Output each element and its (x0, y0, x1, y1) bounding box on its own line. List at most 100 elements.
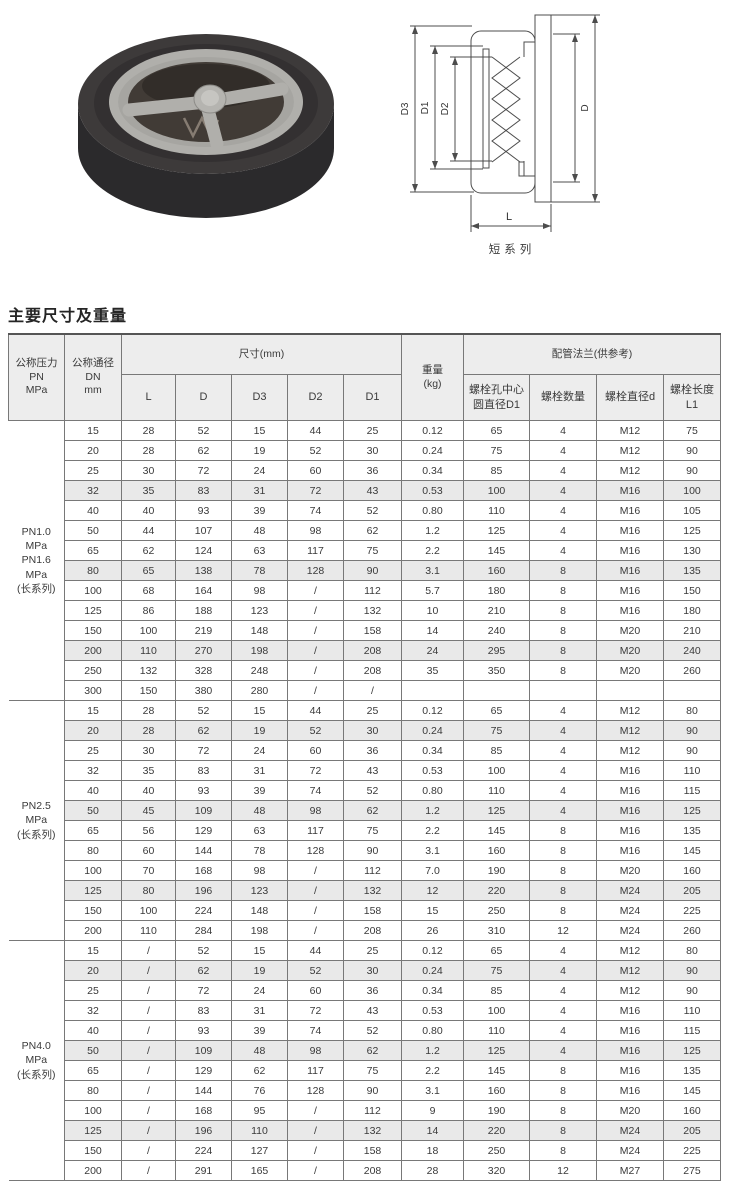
table-cell: 30 (342, 720, 403, 741)
table-cell: 28 (121, 420, 176, 441)
table-cell: 208 (342, 660, 403, 681)
table-cell: 40 (64, 1020, 122, 1041)
table-cell: 125 (64, 600, 122, 621)
table-cell: 109 (175, 800, 232, 821)
table-cell: 158 (342, 620, 403, 641)
table-cell: 160 (463, 840, 531, 861)
table-cell: M16 (596, 520, 665, 541)
table-cell: 65 (463, 700, 531, 721)
table-cell: 52 (342, 500, 403, 521)
table-row: 65 62 124 63 117 75 2.2 145 4 M16 130 (9, 540, 722, 561)
table-cell: M24 (596, 1140, 665, 1161)
table-cell: 7.0 (401, 860, 465, 881)
table-cell: 98 (287, 800, 344, 821)
table-cell: 62 (175, 440, 232, 461)
table-cell: 78 (231, 560, 288, 581)
table-cell: 3.1 (401, 560, 465, 581)
table-cell: 19 (231, 720, 288, 741)
table-row: 125/196 110/132 14 220 8 M24 205 (9, 1120, 722, 1141)
table-cell: / (287, 1160, 344, 1181)
extension-lines (410, 14, 600, 232)
table-cell: 20 (64, 720, 122, 741)
table-cell: 4 (529, 780, 598, 801)
table-cell: 35 (401, 660, 465, 681)
table-cell: 100 (463, 760, 531, 781)
table-row: 40 40 93 39 74 52 0.80 110 4 M16 115 (9, 780, 722, 801)
table-cell: 150 (663, 580, 722, 601)
table-cell: M12 (596, 980, 665, 1001)
table-cell: 0.80 (401, 1020, 465, 1041)
table-cell: 12 (529, 920, 598, 941)
table-cell: 109 (175, 1040, 232, 1061)
table-cell: 0.24 (401, 960, 465, 981)
table-cell: 260 (663, 920, 722, 941)
table-cell: 86 (121, 600, 176, 621)
table-cell: 260 (663, 660, 722, 681)
table-row: 25 30 72 24 60 36 0.34 85 4 M12 90 (9, 740, 722, 761)
table-cell: 150 (121, 680, 176, 701)
valve-photo (66, 22, 346, 234)
table-cell: / (121, 960, 176, 981)
table-cell: 8 (529, 880, 598, 901)
table-cell: 310 (463, 920, 531, 941)
header-weight: 重量 (kg) (401, 333, 465, 421)
table-cell: M16 (596, 500, 665, 521)
table-cell: 62 (231, 1060, 288, 1081)
table-cell: 100 (663, 480, 722, 501)
table-row: PN4.0 MPa (长系列) 15/52 15 44 25 0.12 65 4 M12 80 (8, 940, 722, 1181)
table-cell: 14 (401, 1120, 465, 1141)
table-cell: / (121, 1120, 176, 1141)
table-row: 50/109 48 98 62 1.2 125 4 M16 125 (9, 1040, 722, 1061)
table-row: 20 28 62 19 52 30 0.24 75 4 M12 90 (9, 440, 722, 461)
table-cell: 35 (121, 480, 176, 501)
table-cell: 52 (287, 440, 344, 461)
table-cell: 93 (175, 780, 232, 801)
table-cell: 380 (175, 680, 232, 701)
table-cell: 4 (529, 500, 598, 521)
table-cell: 83 (175, 480, 232, 501)
table-cell: 98 (287, 1040, 344, 1061)
table-cell: 30 (342, 960, 403, 981)
table-cell: 100 (64, 1100, 122, 1121)
table-cell: 1.2 (401, 520, 465, 541)
table-cell: 145 (663, 840, 722, 861)
table-cell: M16 (596, 1060, 665, 1081)
table-row: 20/62 19 52 30 0.24 75 4 M12 90 (9, 960, 722, 981)
table-cell: 8 (529, 560, 598, 581)
table-cell: M16 (596, 760, 665, 781)
table-cell: 248 (231, 660, 288, 681)
table-cell: 60 (287, 980, 344, 1001)
table-cell: 31 (231, 760, 288, 781)
table-cell: 210 (663, 620, 722, 641)
table-cell: M12 (596, 960, 665, 981)
table-cell: 150 (64, 1140, 122, 1161)
table-cell: M12 (596, 420, 665, 441)
table-cell: 138 (175, 560, 232, 581)
table-row: 250 132 328 248/208 35 350 8 M20 260 (9, 660, 722, 681)
table-cell: 240 (663, 640, 722, 661)
table-cell: 110 (663, 760, 722, 781)
table-cell: 145 (463, 820, 531, 841)
table-cell: 75 (342, 820, 403, 841)
table-cell: 144 (175, 1080, 232, 1101)
table-cell: 52 (175, 940, 232, 961)
table-cell: 28 (401, 1160, 465, 1181)
table-cell: 72 (175, 460, 232, 481)
table-cell: M16 (596, 580, 665, 601)
table-row: PN2.5 MPa (长系列) 15 28 52 15 44 25 0.12 65 4 M12 80 (8, 700, 722, 941)
dim-label-d2: D2 (440, 102, 451, 115)
table-cell: 4 (529, 1000, 598, 1021)
spring-retainer-bottom (523, 161, 535, 177)
table-cell: / (287, 680, 344, 701)
table-cell: M12 (596, 460, 665, 481)
table-cell: 208 (342, 920, 403, 941)
table-cell: 80 (64, 560, 122, 581)
table-cell: / (121, 1000, 176, 1021)
table-cell: 74 (287, 1020, 344, 1041)
table-cell: 4 (529, 980, 598, 1001)
table-cell: / (287, 920, 344, 941)
technical-drawing: D3 D1 D2 D L 短系列 (388, 0, 628, 262)
table-cell: 128 (287, 560, 344, 581)
table-row: 50 44 107 48 98 62 1.2 125 4 M16 125 (9, 520, 722, 541)
table-cell: 4 (529, 720, 598, 741)
